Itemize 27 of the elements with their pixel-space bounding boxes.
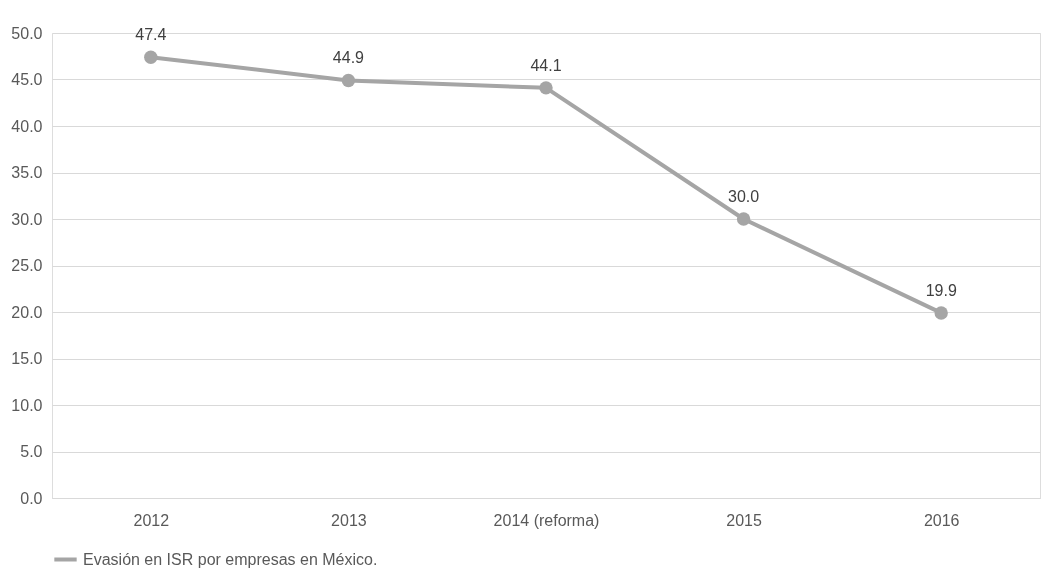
x-tick-label: 2013: [331, 511, 367, 529]
point: [539, 81, 553, 95]
x-tick-label: 2012: [133, 511, 170, 529]
point: [934, 306, 948, 320]
y-tick-label: 35.0: [11, 164, 43, 181]
x-tick-label: 2015: [726, 511, 762, 529]
data-label: 44.9: [332, 49, 365, 67]
data-label: 30.0: [728, 188, 760, 205]
point: [736, 212, 751, 226]
y-tick-label: 40.0: [11, 117, 43, 135]
x-tick-label: 2014 (reforma): [493, 511, 600, 529]
point: [341, 73, 356, 88]
data-label: 44.1: [530, 56, 562, 74]
y-tick-label: 5.0: [20, 443, 43, 460]
data-label: 47.4: [135, 26, 167, 44]
y-tick-label: 45.0: [11, 71, 43, 88]
legend-label: Evasión en ISR por empresas en México.: [83, 550, 378, 568]
data-label: 19.9: [925, 281, 957, 299]
y-tick-label: 10.0: [11, 396, 43, 414]
x-tick-label: 2016: [923, 511, 960, 529]
y-tick-label: 20.0: [11, 303, 43, 321]
point: [144, 50, 158, 64]
y-tick-label: 50.0: [11, 24, 43, 42]
y-tick-label: 0.0: [20, 489, 43, 507]
y-tick-label: 30.0: [11, 210, 43, 228]
y-tick-label: 15.0: [11, 350, 43, 367]
y-tick-label: 25.0: [11, 257, 43, 274]
